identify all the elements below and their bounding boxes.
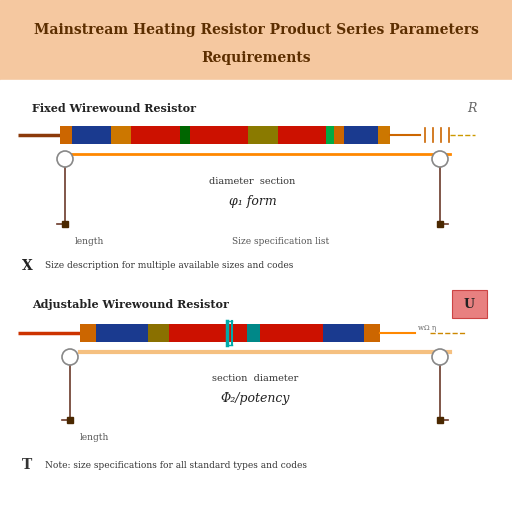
Bar — [62, 221, 68, 227]
Text: Φ₂/potency: Φ₂/potency — [220, 392, 290, 405]
Circle shape — [57, 151, 73, 167]
Circle shape — [432, 151, 448, 167]
Text: diameter  section: diameter section — [209, 177, 295, 186]
Text: Mainstream Heating Resistor Product Series Parameters: Mainstream Heating Resistor Product Seri… — [34, 23, 478, 37]
Bar — [437, 221, 443, 227]
Bar — [452, 290, 487, 318]
Text: Note: size specifications for all standard types and codes: Note: size specifications for all standa… — [45, 460, 307, 470]
Text: Size description for multiple available sizes and codes: Size description for multiple available … — [45, 262, 293, 270]
Bar — [180, 126, 189, 144]
Bar — [96, 324, 148, 342]
Circle shape — [62, 349, 78, 365]
Bar — [365, 324, 380, 342]
Text: Requirements: Requirements — [201, 51, 311, 65]
Bar — [0, 80, 512, 512]
Bar — [327, 126, 334, 144]
Text: φ₁ form: φ₁ form — [229, 195, 276, 208]
Bar — [344, 126, 378, 144]
Bar — [0, 0, 512, 80]
Bar — [111, 126, 131, 144]
Bar — [334, 126, 344, 144]
Bar — [148, 324, 168, 342]
Text: U: U — [463, 297, 475, 310]
Text: X: X — [22, 259, 33, 273]
Bar — [437, 417, 443, 423]
Text: R: R — [467, 101, 477, 115]
Bar — [323, 324, 365, 342]
Text: Fixed Wirewound Resistor: Fixed Wirewound Resistor — [32, 102, 196, 114]
Text: length: length — [80, 434, 110, 442]
Bar — [60, 126, 72, 144]
Bar — [189, 126, 248, 144]
Bar — [67, 417, 73, 423]
Bar — [248, 126, 278, 144]
Bar — [247, 324, 260, 342]
Bar — [168, 324, 247, 342]
Text: Adjustable Wirewound Resistor: Adjustable Wirewound Resistor — [32, 298, 229, 309]
Text: wΩ η: wΩ η — [418, 324, 436, 332]
Text: section  diameter: section diameter — [212, 374, 298, 383]
Circle shape — [432, 349, 448, 365]
Bar — [72, 126, 111, 144]
Bar — [131, 126, 180, 144]
Bar — [80, 324, 96, 342]
Bar — [378, 126, 390, 144]
Bar — [260, 324, 323, 342]
Text: length: length — [75, 238, 104, 246]
Bar — [278, 126, 327, 144]
Text: Size specification list: Size specification list — [232, 238, 330, 246]
Text: T: T — [22, 458, 32, 472]
